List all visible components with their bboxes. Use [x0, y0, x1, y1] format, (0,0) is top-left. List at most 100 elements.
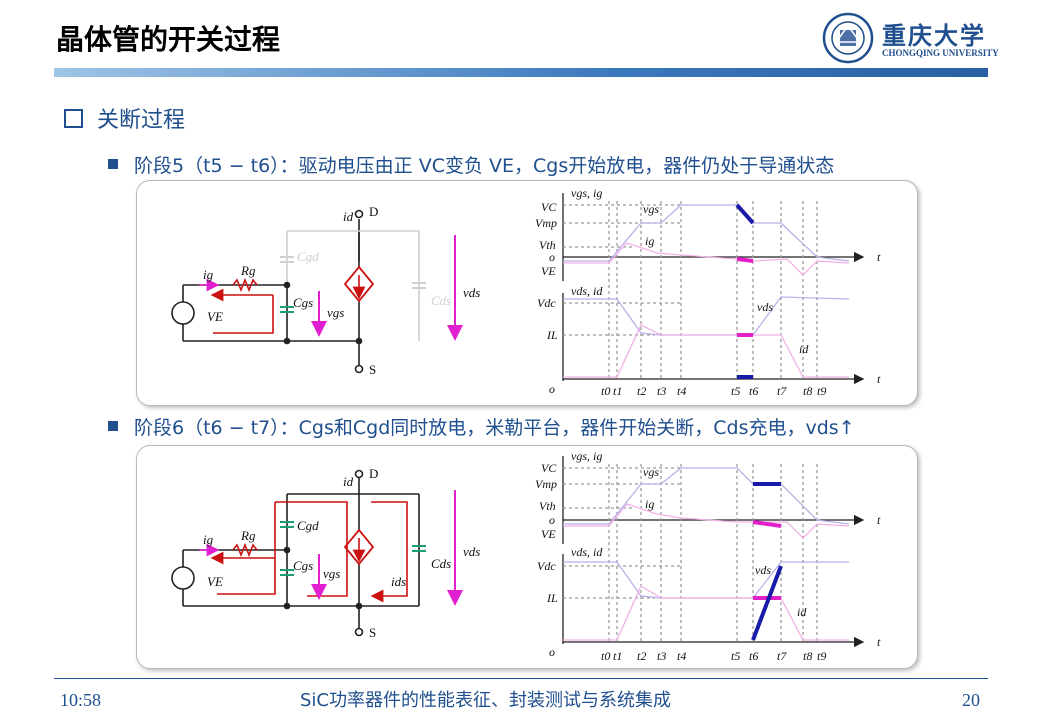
- checkbox-icon: [64, 109, 83, 128]
- label-cds: Cds: [431, 556, 451, 571]
- wave-il: IL: [546, 591, 558, 605]
- tick-t5: t5: [731, 649, 740, 663]
- wave-vmp: Vmp: [535, 477, 557, 491]
- wave-t-bottom: t: [877, 372, 881, 386]
- wave-vmp: Vmp: [535, 216, 557, 230]
- wave-vth: Vth: [539, 499, 556, 513]
- square-bullet-icon: [108, 421, 118, 431]
- wave-t-bottom: t: [877, 635, 881, 649]
- tick-t7: t7: [777, 649, 787, 663]
- tick-t1: t1: [613, 384, 622, 398]
- tick-t7: t7: [777, 384, 787, 398]
- tick-t4: t4: [677, 384, 686, 398]
- wave-top-axis-label: vgs, ig: [571, 186, 602, 200]
- stage-5-diagram: id D S ig Rg VE Cgs Cgd Cds vgs vds: [171, 186, 881, 398]
- wave-bottom-axis-label: vds, id: [571, 284, 603, 298]
- square-bullet-icon: [108, 159, 118, 169]
- wave-vth: Vth: [539, 238, 556, 252]
- tick-t2: t2: [637, 649, 646, 663]
- label-ids: ids: [391, 574, 406, 589]
- logo-name-en: CHONGQING UNIVERSITY: [882, 48, 999, 58]
- bullet-stage-6: 阶段6（t6 − t7）：Cgs和Cgd同时放电，米勒平台，器件开始关断，Cds…: [108, 413, 855, 440]
- wave-t-top: t: [877, 513, 881, 527]
- tick-t0: t0: [601, 384, 610, 398]
- wave-vc: VC: [541, 200, 557, 214]
- stage-6-waveform: [562, 456, 865, 648]
- tick-t6: t6: [749, 649, 758, 663]
- tick-t0: t0: [601, 649, 610, 663]
- tick-t9: t9: [817, 649, 826, 663]
- wave-zero-bottom: o: [549, 645, 555, 659]
- label-vgs: vgs: [327, 305, 344, 320]
- stage-5-figure: id D S ig Rg VE Cgs Cgd Cds vgs vds: [136, 180, 918, 406]
- logo-name-cn: 重庆大学: [882, 21, 986, 50]
- label-cgd: Cgd: [297, 249, 319, 264]
- tick-t4: t4: [677, 649, 686, 663]
- label-id: id: [343, 474, 354, 489]
- label-ig: ig: [203, 267, 214, 282]
- university-seal-icon: [822, 12, 874, 64]
- wave-top-axis-label: vgs, ig: [571, 449, 602, 463]
- section-label: 关断过程: [97, 108, 186, 133]
- university-logo: 重庆大学 CHONGQING UNIVERSITY: [822, 12, 999, 64]
- wave-zero-bottom: o: [549, 382, 555, 396]
- wave-il: IL: [546, 328, 558, 342]
- label-ve: VE: [207, 574, 223, 589]
- wave-ve: VE: [541, 527, 556, 541]
- tick-t8: t8: [803, 384, 812, 398]
- label-vgs: vgs: [323, 566, 340, 581]
- label-drain: D: [369, 466, 378, 481]
- wave-bottom-axis-label: vds, id: [571, 545, 603, 559]
- tick-t9: t9: [817, 384, 826, 398]
- label-cgd: Cgd: [297, 518, 319, 533]
- bullet-stage-5: 阶段5（t5 − t6）：驱动电压由正 VC变负 VE，Cgs开始放电，器件仍处…: [108, 151, 834, 178]
- wave-ig: ig: [645, 497, 654, 511]
- wave-vdc: Vdc: [537, 559, 556, 573]
- label-cgs: Cgs: [293, 295, 313, 310]
- tick-t1: t1: [613, 649, 622, 663]
- wave-id: id: [797, 605, 807, 619]
- slide-title: 晶体管的开关过程: [56, 23, 281, 56]
- footer-subtitle: SiC功率器件的性能表征、封装测试与系统集成: [300, 690, 671, 711]
- stage-5-waveform: [562, 193, 865, 385]
- bullet-stage-5-text: 阶段5（t5 − t6）：驱动电压由正 VC变负 VE，Cgs开始放电，器件仍处…: [134, 155, 835, 177]
- header-bar: [54, 68, 988, 77]
- label-vds: vds: [463, 544, 480, 559]
- wave-vds: vds: [755, 563, 771, 577]
- wave-vdc: Vdc: [537, 296, 556, 310]
- tick-t3: t3: [657, 384, 666, 398]
- label-drain: D: [369, 204, 378, 219]
- footer-divider: [54, 678, 988, 679]
- label-ve: VE: [207, 309, 223, 324]
- wave-vgs: vgs: [643, 465, 659, 479]
- wave-ig: ig: [645, 234, 654, 248]
- page-number: 20: [962, 690, 980, 710]
- section-heading: 关断过程: [64, 102, 185, 134]
- label-rg: Rg: [240, 528, 256, 543]
- label-id: id: [343, 209, 354, 224]
- wave-t-top: t: [877, 250, 881, 264]
- tick-t5: t5: [731, 384, 740, 398]
- tick-t3: t3: [657, 649, 666, 663]
- wave-ve: VE: [541, 264, 556, 278]
- bullet-stage-6-text: 阶段6（t6 − t7）：Cgs和Cgd同时放电，米勒平台，器件开始关断，Cds…: [134, 417, 855, 439]
- wave-vds: vds: [757, 300, 773, 314]
- footer-time: 10:58: [60, 690, 102, 710]
- wave-zero: o: [549, 513, 555, 527]
- wave-vc: VC: [541, 461, 557, 475]
- wave-vgs: vgs: [643, 202, 659, 216]
- label-rg: Rg: [240, 263, 256, 278]
- label-source: S: [369, 362, 376, 377]
- label-cgs: Cgs: [293, 558, 313, 573]
- label-source: S: [369, 625, 376, 640]
- label-vds: vds: [463, 285, 480, 300]
- tick-t2: t2: [637, 384, 646, 398]
- wave-id: id: [799, 342, 809, 356]
- label-ig: ig: [203, 532, 214, 547]
- label-cds: Cds: [431, 293, 451, 308]
- stage-6-diagram: id D S ig Rg VE Cgd Cgs Cds vgs ids vds: [171, 449, 881, 663]
- wave-zero: o: [549, 250, 555, 264]
- stage-5-circuit: [171, 209, 426, 374]
- tick-t6: t6: [749, 384, 758, 398]
- stage-6-figure: id D S ig Rg VE Cgd Cgs Cds vgs ids vds: [136, 445, 918, 669]
